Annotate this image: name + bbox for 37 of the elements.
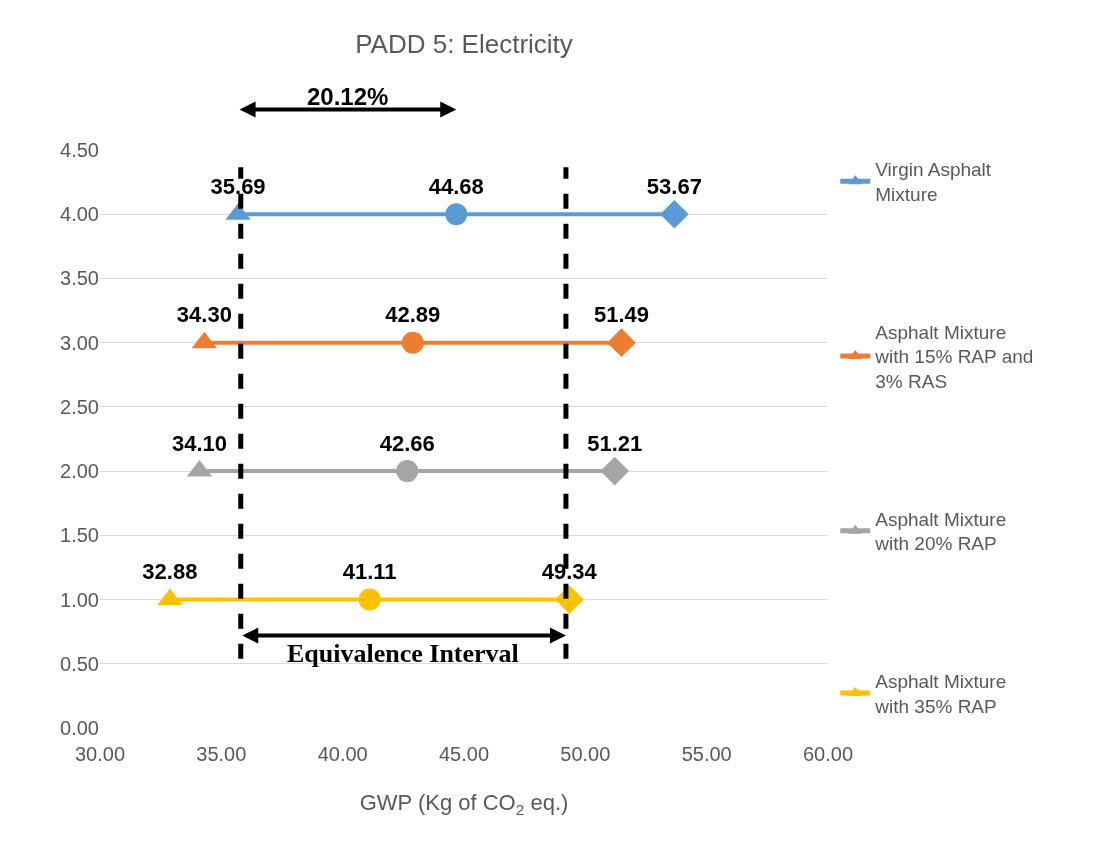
chart-title: PADD 5: Electricity [355, 28, 573, 59]
x-tick-label: 35.00 [196, 743, 247, 765]
y-tick-label: 1.00 [60, 588, 99, 611]
data-label: 51.21 [587, 430, 643, 456]
x-axis-title: GWP (Kg of CO$_{2}$ eq.) [359, 789, 569, 818]
y-tick-label: 2.50 [60, 395, 99, 418]
data-label: 42.89 [385, 302, 441, 328]
data-label: 41.11 [342, 559, 397, 585]
y-tick-label: 1.50 [60, 524, 99, 547]
data-label: 49.34 [541, 559, 598, 585]
annotation: Equivalence Interval [287, 639, 519, 668]
legend-label: Virgin Asphalt Mixture [875, 159, 992, 205]
legend-label: Asphalt Mixture with 20% RAP [874, 508, 1007, 555]
legend-label: Asphalt Mixture with 15% RAP and 3% RAS [874, 321, 1034, 393]
data-label: 51.49 [593, 302, 650, 328]
legend-label: Asphalt Mixture with 35% RAP [874, 671, 1007, 717]
y-tick-label: 3.00 [60, 331, 99, 354]
y-tick-label: 3.50 [60, 267, 99, 290]
data-label: 44.68 [428, 173, 484, 199]
data-label: 42.66 [379, 430, 435, 456]
y-tick-label: 0.50 [60, 652, 99, 675]
data-label: 34.30 [176, 302, 232, 328]
text: 20.12% [307, 83, 389, 110]
x-tick-label: 50.00 [560, 743, 611, 765]
x-tick-label: 60.00 [802, 743, 854, 765]
data-label: 35.69 [210, 173, 266, 199]
x-tick-label: 45.00 [438, 743, 490, 765]
y-tick-label: 2.00 [60, 460, 99, 483]
x-tick-label: 55.00 [681, 743, 732, 765]
data-label: 32.88 [142, 559, 198, 585]
y-tick-label: 4.50 [60, 139, 99, 161]
data-label: 53.67 [646, 173, 702, 199]
data-label: 34.10 [171, 430, 228, 456]
x-tick-label: 30.00 [74, 743, 126, 765]
x-tick-label: 40.00 [317, 743, 368, 765]
y-tick-label: 0.00 [60, 717, 99, 739]
y-tick-label: 4.00 [60, 203, 99, 226]
